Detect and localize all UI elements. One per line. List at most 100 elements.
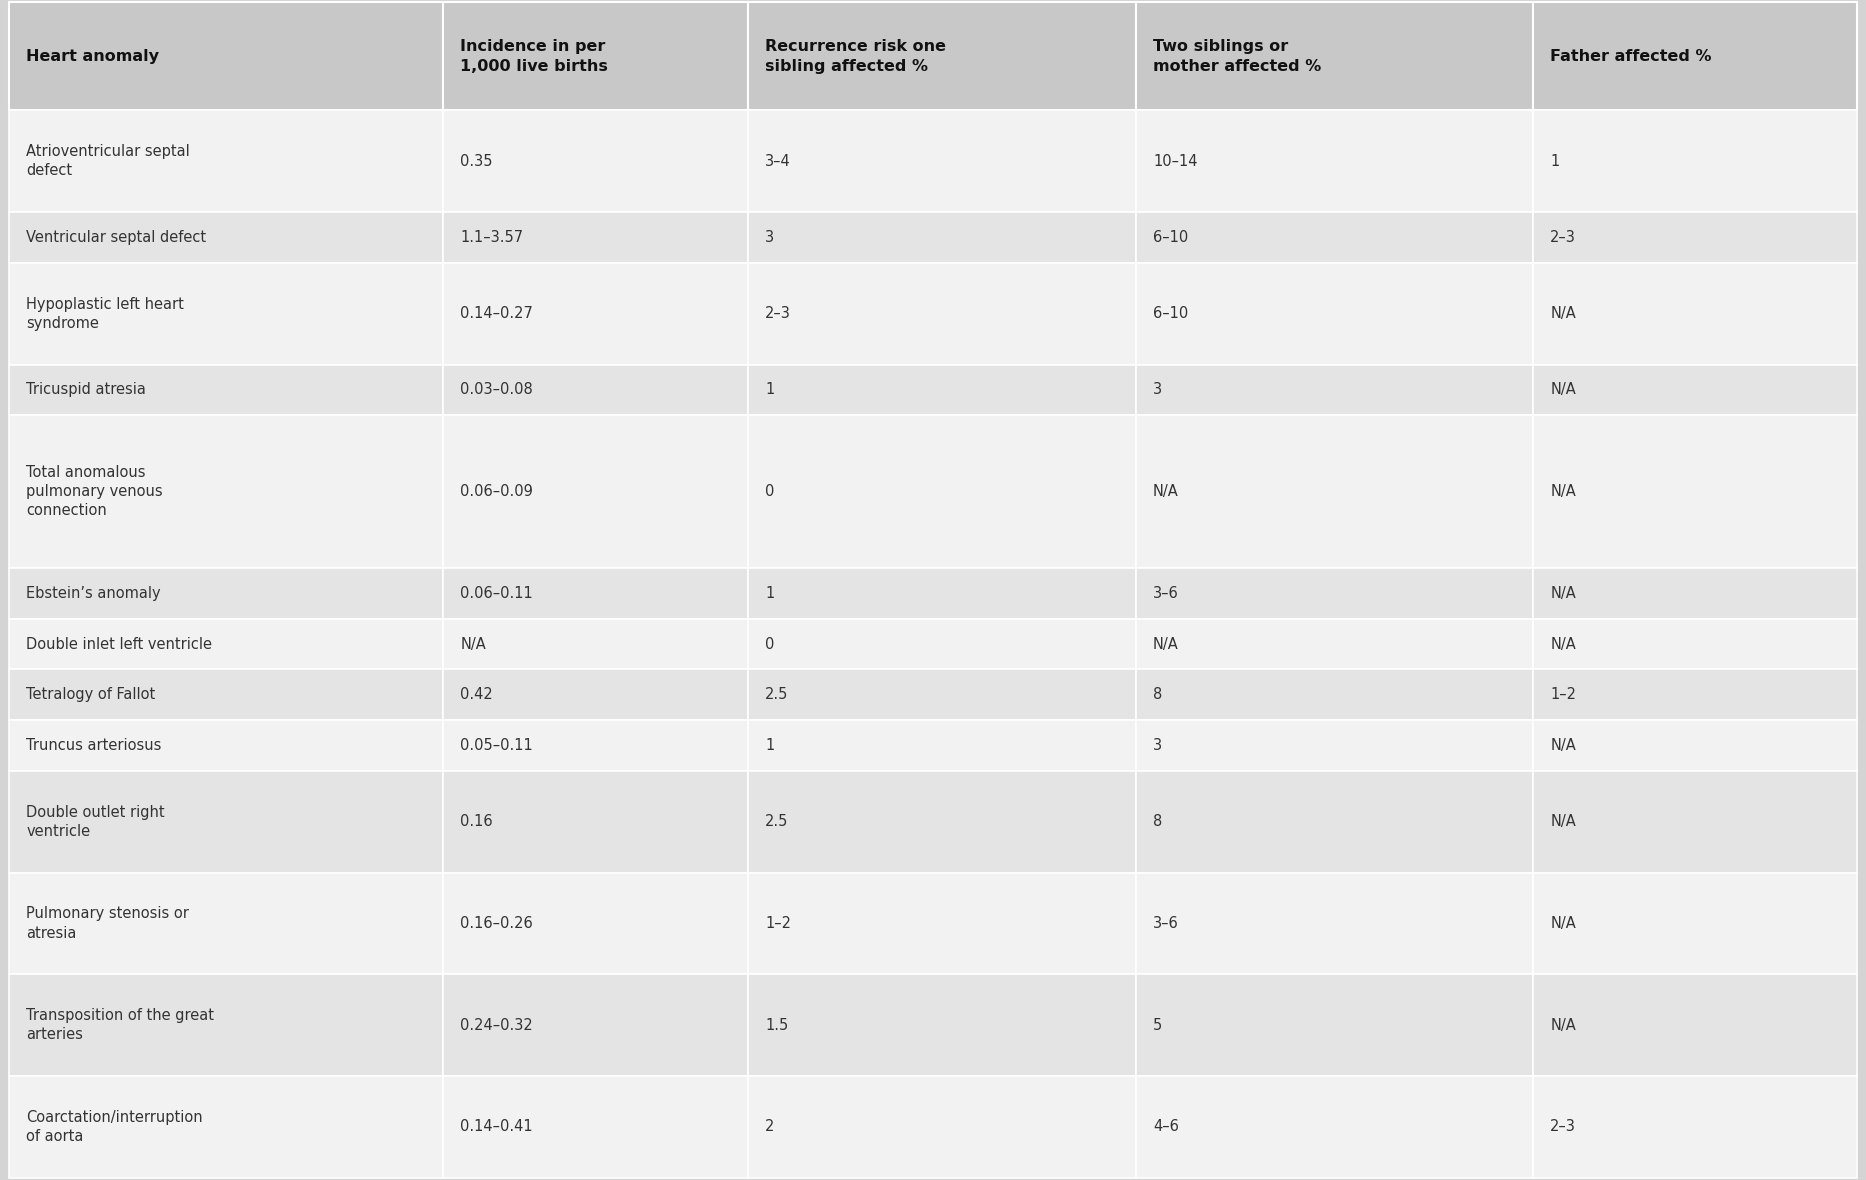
Text: 1.5: 1.5 (765, 1017, 787, 1032)
Text: 0.42: 0.42 (461, 688, 493, 702)
Bar (444, 568, 748, 618)
Text: Atrioventricular septal
defect: Atrioventricular septal defect (26, 144, 190, 178)
Bar (1136, 365, 1534, 415)
Text: 0.24–0.32: 0.24–0.32 (461, 1017, 534, 1032)
Text: N/A: N/A (1153, 484, 1179, 499)
Bar (9, 263, 444, 365)
Bar (1136, 720, 1534, 771)
Bar (9, 975, 444, 1076)
Bar (444, 212, 748, 263)
Text: 0.14–0.41: 0.14–0.41 (461, 1120, 534, 1134)
Text: Father affected %: Father affected % (1551, 48, 1711, 64)
Text: 0.06–0.11: 0.06–0.11 (461, 585, 534, 601)
Text: N/A: N/A (1551, 307, 1577, 321)
Bar (1534, 1076, 1857, 1178)
Bar (444, 2, 748, 111)
Bar (1534, 618, 1857, 669)
Text: 8: 8 (1153, 688, 1163, 702)
Bar (748, 212, 1136, 263)
Bar (1136, 568, 1534, 618)
Bar (444, 669, 748, 720)
Bar (1534, 263, 1857, 365)
Text: Recurrence risk one
sibling affected %: Recurrence risk one sibling affected % (765, 39, 946, 73)
Bar (9, 873, 444, 975)
Bar (1136, 771, 1534, 873)
Bar (1534, 771, 1857, 873)
Text: 2.5: 2.5 (765, 814, 789, 830)
Bar (9, 1076, 444, 1178)
Text: 2.5: 2.5 (765, 688, 789, 702)
Text: N/A: N/A (1551, 1017, 1577, 1032)
Text: 3: 3 (1153, 739, 1163, 753)
Text: 0.16–0.26: 0.16–0.26 (461, 916, 534, 931)
Text: N/A: N/A (1551, 636, 1577, 651)
Text: 6–10: 6–10 (1153, 230, 1189, 245)
Text: 2–3: 2–3 (1551, 1120, 1577, 1134)
Bar (9, 365, 444, 415)
Text: 0: 0 (765, 636, 774, 651)
Text: 0.03–0.08: 0.03–0.08 (461, 382, 534, 398)
Text: Tetralogy of Fallot: Tetralogy of Fallot (26, 688, 155, 702)
Bar (9, 618, 444, 669)
Bar (444, 263, 748, 365)
Bar (748, 720, 1136, 771)
Text: Double inlet left ventricle: Double inlet left ventricle (26, 636, 213, 651)
Text: Heart anomaly: Heart anomaly (26, 48, 159, 64)
Bar (748, 2, 1136, 111)
Text: 1: 1 (1551, 153, 1560, 169)
Text: Ventricular septal defect: Ventricular septal defect (26, 230, 207, 245)
Text: Transposition of the great
arteries: Transposition of the great arteries (26, 1008, 215, 1042)
Bar (748, 618, 1136, 669)
Text: 1: 1 (765, 382, 774, 398)
Bar (1534, 212, 1857, 263)
Text: 0.14–0.27: 0.14–0.27 (461, 307, 534, 321)
Text: 0.16: 0.16 (461, 814, 493, 830)
Bar (9, 669, 444, 720)
Bar (1136, 1076, 1534, 1178)
Bar (9, 720, 444, 771)
Bar (444, 111, 748, 212)
Text: Truncus arteriosus: Truncus arteriosus (26, 739, 162, 753)
Bar (748, 111, 1136, 212)
Bar (748, 771, 1136, 873)
Text: Hypoplastic left heart
syndrome: Hypoplastic left heart syndrome (26, 296, 185, 330)
Text: N/A: N/A (461, 636, 485, 651)
Text: Total anomalous
pulmonary venous
connection: Total anomalous pulmonary venous connect… (26, 465, 162, 518)
Text: N/A: N/A (1551, 484, 1577, 499)
Text: 6–10: 6–10 (1153, 307, 1189, 321)
Text: 0.35: 0.35 (461, 153, 493, 169)
Bar (1136, 975, 1534, 1076)
Text: N/A: N/A (1153, 636, 1179, 651)
Text: 1: 1 (765, 739, 774, 753)
Bar (748, 415, 1136, 568)
Text: N/A: N/A (1551, 382, 1577, 398)
Bar (1534, 2, 1857, 111)
Bar (1534, 568, 1857, 618)
Text: Two siblings or
mother affected %: Two siblings or mother affected % (1153, 39, 1321, 73)
Text: 1–2: 1–2 (765, 916, 791, 931)
Bar (9, 771, 444, 873)
Bar (444, 365, 748, 415)
Text: N/A: N/A (1551, 585, 1577, 601)
Bar (748, 873, 1136, 975)
Text: 3–6: 3–6 (1153, 916, 1179, 931)
Text: 3: 3 (765, 230, 774, 245)
Text: 2–3: 2–3 (765, 307, 791, 321)
Text: 3–4: 3–4 (765, 153, 791, 169)
Bar (1136, 669, 1534, 720)
Bar (1534, 415, 1857, 568)
Bar (1534, 111, 1857, 212)
Text: 1.1–3.57: 1.1–3.57 (461, 230, 522, 245)
Bar (748, 975, 1136, 1076)
Bar (444, 618, 748, 669)
Bar (9, 415, 444, 568)
Text: Pulmonary stenosis or
atresia: Pulmonary stenosis or atresia (26, 906, 188, 940)
Bar (9, 111, 444, 212)
Text: 1–2: 1–2 (1551, 688, 1577, 702)
Text: 3–6: 3–6 (1153, 585, 1179, 601)
Bar (1136, 111, 1534, 212)
Bar (748, 263, 1136, 365)
Bar (1534, 873, 1857, 975)
Bar (444, 771, 748, 873)
Bar (1136, 263, 1534, 365)
